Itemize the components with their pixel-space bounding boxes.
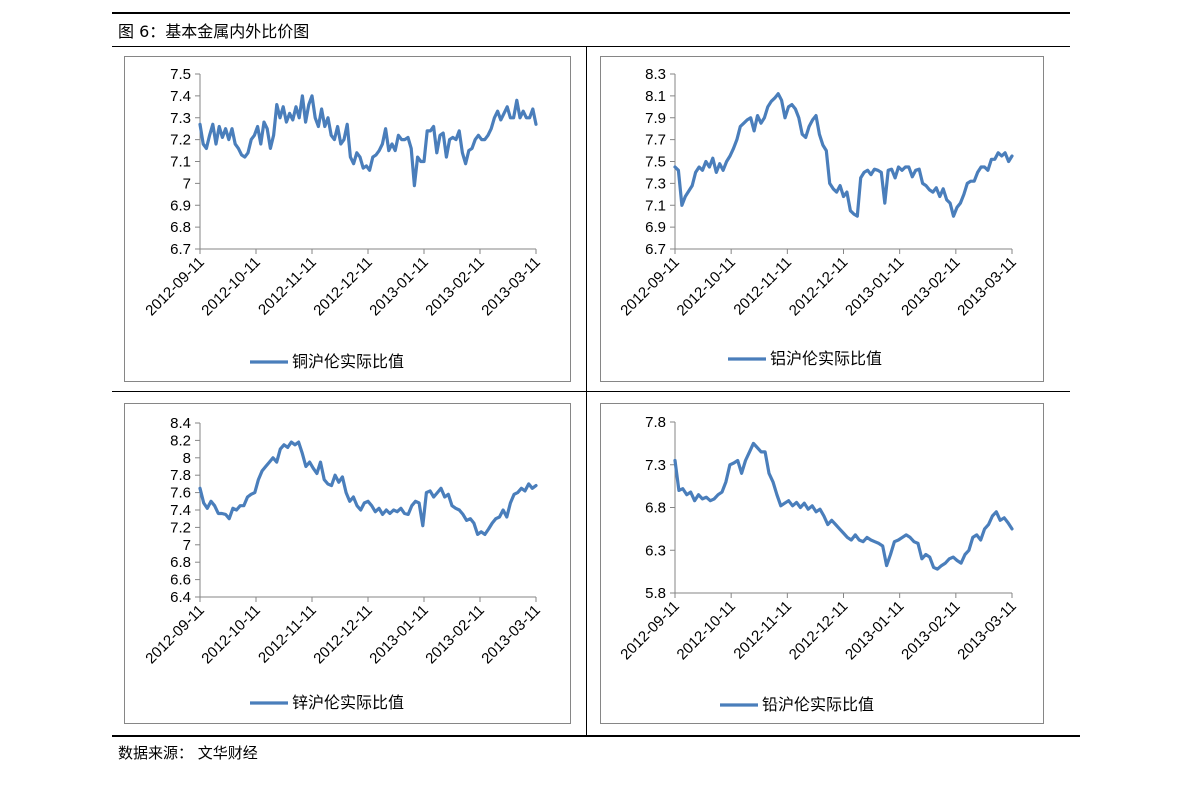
zinc-y-tick-label: 8.2 [170,432,191,449]
zinc-x-tick-label: 2013-03-11 [478,602,543,667]
copper-y-tick-label: 7.2 [170,132,191,149]
copper-x-tick-label: 2013-02-11 [422,254,487,319]
lead-series-line [673,441,1014,571]
aluminum-x-tick-label: 2012-12-11 [786,254,851,319]
copper-y-tick-label: 6.8 [170,219,191,236]
lead-y-tick-label: 7.3 [645,457,666,474]
copper-y-tick-label: 6.7 [170,241,191,258]
zinc-x-tick-label: 2012-10-11 [198,602,263,667]
aluminum-x-tick-label: 2013-01-11 [842,254,907,319]
aluminum-y-tick-label: 7.3 [645,175,666,192]
zinc-series-line [198,440,538,537]
aluminum-legend-label: 铝沪伦实际比值 [770,349,882,368]
chart-panel-zinc [124,403,571,724]
zinc-y-tick-label: 7.4 [170,502,191,519]
zinc-y-tick-label: 7.2 [170,519,191,536]
zinc-y-tick-label: 8.4 [170,415,191,432]
horizontal-divider [112,391,1070,392]
copper-x-tick-label: 2013-03-11 [478,254,543,319]
aluminum-x-tick-label: 2013-03-11 [954,254,1019,319]
aluminum-y-tick-label: 7.9 [645,110,666,127]
aluminum-y-tick-label: 7.7 [645,132,666,149]
lead-x-tick-label: 2013-01-11 [842,598,907,663]
aluminum-y-tick-label: 7.1 [645,197,666,214]
copper-y-tick-label: 7.4 [170,88,191,105]
title-rule [112,46,1070,47]
zinc-x-tick-label: 2012-12-11 [310,602,375,667]
lead-y-tick-label: 5.8 [645,585,666,602]
aluminum-y-tick-label: 8.1 [645,88,666,105]
zinc-y-tick-label: 6.6 [170,572,191,589]
aluminum-x-tick-label: 2012-10-11 [673,254,738,319]
copper-x-tick-label: 2012-09-11 [142,254,207,319]
aluminum-x-tick-label: 2013-02-11 [898,254,963,319]
copper-legend-label: 铜沪伦实际比值 [292,352,404,371]
lead-x-tick-label: 2012-10-11 [673,598,738,663]
copper-y-tick-label: 7 [183,175,191,192]
chart-panel-lead [600,403,1044,724]
aluminum-y-tick-label: 7.5 [645,154,666,171]
lead-legend-label: 铅沪伦实际比值 [762,695,874,714]
zinc-y-tick-label: 8 [183,450,191,467]
copper-series-line [198,94,538,188]
aluminum-y-tick-label: 8.3 [645,66,666,83]
aluminum-x-tick-label: 2012-09-11 [617,254,682,319]
copper-x-tick-label: 2013-01-11 [366,254,431,319]
figure-title: 图 6：基本金属内外比价图 [118,22,310,41]
copper-y-tick-label: 6.9 [170,197,191,214]
zinc-y-tick-label: 7.6 [170,485,191,502]
lead-y-tick-label: 7.8 [645,414,666,431]
aluminum-series-line [673,92,1014,218]
copper-y-tick-label: 7.3 [170,110,191,127]
lead-x-tick-label: 2012-12-11 [786,598,851,663]
copper-x-tick-label: 2012-11-11 [255,254,320,319]
lead-x-tick-label: 2012-11-11 [730,598,795,663]
zinc-y-tick-label: 6.4 [170,589,191,606]
chart-panel-aluminum [600,56,1044,382]
zinc-y-tick-label: 7 [183,537,191,554]
copper-y-tick-label: 7.1 [170,154,191,171]
lead-y-tick-label: 6.8 [645,500,666,517]
source-note: 数据来源： 文华财经 [118,744,258,762]
copper-y-tick-label: 7.5 [170,66,191,83]
lead-y-tick-label: 6.3 [645,542,666,559]
zinc-x-tick-label: 2013-01-11 [366,602,431,667]
top-rule [112,12,1070,14]
zinc-x-tick-label: 2013-02-11 [422,602,487,667]
zinc-y-tick-label: 7.8 [170,467,191,484]
lead-x-tick-label: 2012-09-11 [617,598,682,663]
aluminum-x-tick-label: 2012-11-11 [730,254,795,319]
zinc-legend-label: 锌沪伦实际比值 [292,693,404,712]
zinc-x-tick-label: 2012-09-11 [142,602,207,667]
zinc-x-tick-label: 2012-11-11 [255,602,320,667]
aluminum-y-tick-label: 6.7 [645,241,666,258]
lead-x-tick-label: 2013-03-11 [954,598,1019,663]
zinc-y-tick-label: 6.8 [170,554,191,571]
copper-x-tick-label: 2012-12-11 [310,254,375,319]
aluminum-y-tick-label: 6.9 [645,219,666,236]
bottom-rule [112,735,1080,737]
lead-x-tick-label: 2013-02-11 [898,598,963,663]
copper-x-tick-label: 2012-10-11 [198,254,263,319]
